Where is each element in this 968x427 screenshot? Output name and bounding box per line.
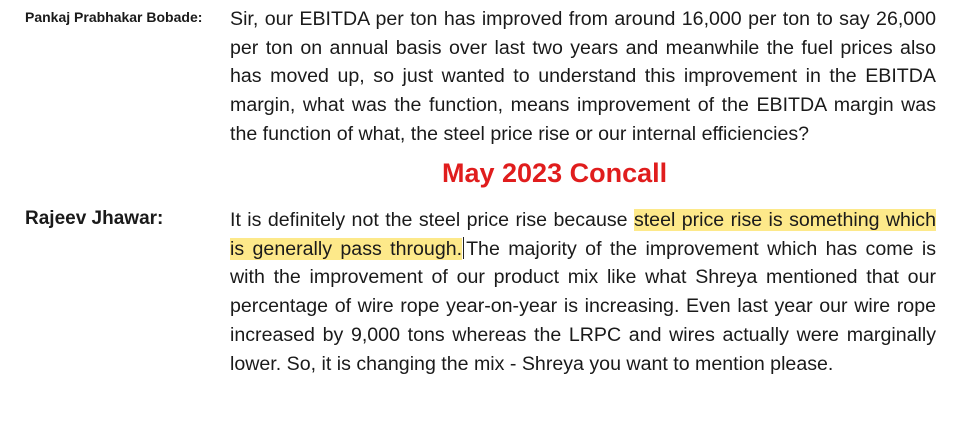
speech-text-plain: It is definitely not the steel price ris…: [230, 209, 634, 231]
speech-paragraph: Sir, our EBITDA per ton has improved fro…: [230, 8, 936, 145]
speaker-name: Pankaj Prabhakar Bobade:: [25, 9, 203, 25]
concall-date-annotation: May 2023 Concall: [442, 158, 668, 188]
speech-text: Sir, our EBITDA per ton has improved fro…: [230, 5, 936, 149]
speech-text: It is definitely not the steel price ris…: [230, 206, 936, 378]
speech-text-plain: The majority of the improvement which ha…: [230, 237, 936, 375]
text-cursor: [463, 236, 465, 259]
speaker-name: Rajeev Jhawar:: [25, 208, 164, 229]
